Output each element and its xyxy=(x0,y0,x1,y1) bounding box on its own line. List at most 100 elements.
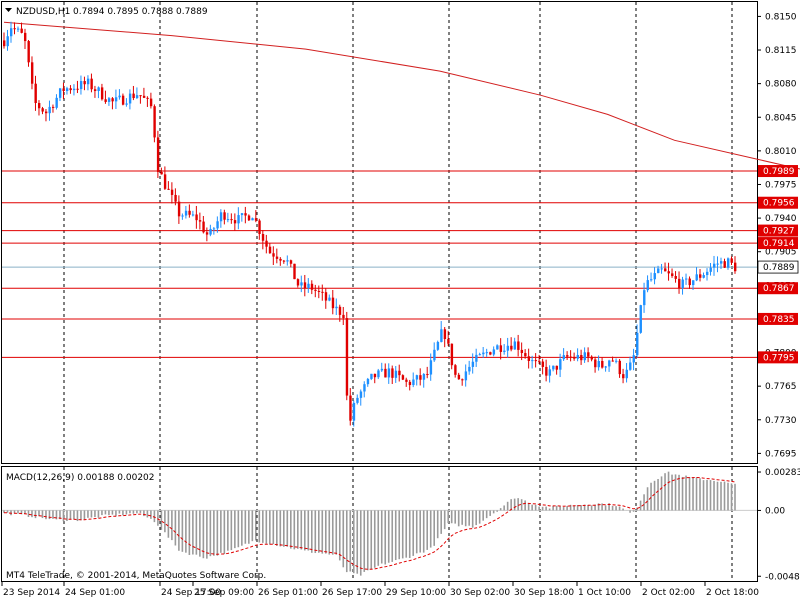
candle-body xyxy=(317,290,321,292)
candle-body xyxy=(527,356,531,362)
candle-body xyxy=(279,258,282,261)
candle-body xyxy=(328,297,331,301)
candle-body xyxy=(730,258,733,263)
candle-body xyxy=(170,189,174,195)
candle-body xyxy=(440,329,443,342)
time-tick-label: 1 Oct 10:00 xyxy=(578,588,631,598)
candle-body xyxy=(524,353,527,357)
candle-body xyxy=(230,219,233,221)
candle-body xyxy=(27,41,30,63)
candle-body xyxy=(125,103,128,105)
candle-body xyxy=(429,360,433,375)
candle-body xyxy=(107,98,111,102)
macd-title: MACD(12,26,9) 0.00188 0.00202 xyxy=(6,473,155,483)
candle-body xyxy=(405,379,408,382)
macd-axis: 0.00283 0.00 -0.00485 xyxy=(757,468,800,582)
time-tick-label: 30 Sep 18:00 xyxy=(514,588,574,598)
candle-body xyxy=(58,88,62,98)
candle-body xyxy=(149,98,153,107)
time-tick-label: 25 Sep 09:00 xyxy=(194,588,254,598)
chart-menu-triangle-icon[interactable] xyxy=(5,8,12,12)
candle-body xyxy=(51,106,55,108)
candle-body xyxy=(174,194,177,202)
candle-body xyxy=(723,261,726,268)
candle-body xyxy=(384,368,387,378)
candle-body xyxy=(695,274,698,281)
time-tick-label: 23 Sep 2014 xyxy=(3,588,60,598)
candle-body xyxy=(314,289,317,291)
candle-body xyxy=(286,260,289,262)
candle-body xyxy=(713,263,716,268)
candle-body xyxy=(265,240,268,247)
candle-body xyxy=(62,88,65,92)
candle-body xyxy=(30,62,34,84)
price-tick-label: 0.8150 xyxy=(765,12,797,22)
ma-line xyxy=(3,21,800,170)
candle-body xyxy=(618,360,621,375)
candle-body xyxy=(426,373,429,375)
candle-body xyxy=(415,375,419,380)
candle-body xyxy=(499,345,503,352)
candle-body xyxy=(268,246,272,254)
candle-body xyxy=(181,215,184,217)
candle-body xyxy=(205,232,209,235)
candle-body xyxy=(219,212,223,222)
price-tick-label: 0.7975 xyxy=(765,180,797,190)
candle-body xyxy=(688,278,691,286)
candle-body xyxy=(240,213,244,216)
candle-body xyxy=(135,95,139,99)
candle-body xyxy=(142,95,146,98)
price-tick-label: 0.8080 xyxy=(765,80,797,90)
macd-panel-frame xyxy=(1,466,758,582)
macd-tick-label: 0.00283 xyxy=(765,468,800,478)
level-tag-label: 0.7795 xyxy=(763,353,795,363)
candle-body xyxy=(114,97,118,102)
candle-body xyxy=(387,368,391,378)
candle-body xyxy=(590,356,593,360)
candle-body xyxy=(709,267,712,272)
candle-body xyxy=(349,395,352,421)
candle-body xyxy=(422,373,426,380)
candle-body xyxy=(531,360,534,362)
candle-body xyxy=(370,373,373,379)
candle-body xyxy=(604,366,607,368)
candle-body xyxy=(457,374,461,380)
level-tag xyxy=(758,282,798,295)
candle-body xyxy=(289,260,293,264)
candle-body xyxy=(55,97,58,108)
price-axis: 0.8150 0.8115 0.8080 0.8045 0.8010 0.7975 0.79… xyxy=(757,12,799,459)
candle-body xyxy=(398,370,401,376)
candle-body xyxy=(209,228,212,235)
candle-body xyxy=(233,220,237,224)
candle-body xyxy=(184,210,188,216)
candle-body xyxy=(310,283,314,290)
support-resistance-levels xyxy=(2,170,757,358)
candle-body xyxy=(345,318,349,396)
level-tag-label: 0.7867 xyxy=(763,284,795,294)
price-tick-label: 0.8010 xyxy=(765,147,797,157)
time-tick-label: 30 Sep 02:00 xyxy=(450,588,510,598)
price-tick-label: 0.7730 xyxy=(765,416,797,426)
candle-body xyxy=(454,365,457,375)
candle-body xyxy=(72,88,76,91)
time-tick-label: 2 Oct 18:00 xyxy=(706,588,759,598)
candle-body xyxy=(660,268,663,270)
candle-body xyxy=(247,215,251,221)
candle-body xyxy=(720,261,723,264)
candle-body xyxy=(86,78,90,85)
candle-body xyxy=(520,349,524,354)
candle-body xyxy=(510,345,513,350)
time-tick-label: 26 Sep 17:00 xyxy=(322,588,382,598)
candle-body xyxy=(678,278,681,289)
candle-body xyxy=(492,349,496,355)
candle-body xyxy=(307,283,310,288)
chart-title: NZDUSD,H1 xyxy=(16,7,70,17)
candle-body xyxy=(121,95,125,105)
level-tag-label: 0.7989 xyxy=(763,167,795,177)
candle-body xyxy=(548,369,552,376)
candle-body xyxy=(653,273,656,280)
price-tick-label: 0.8115 xyxy=(765,46,797,56)
price-tick-label: 0.7940 xyxy=(765,214,797,224)
candle-body xyxy=(254,218,258,221)
